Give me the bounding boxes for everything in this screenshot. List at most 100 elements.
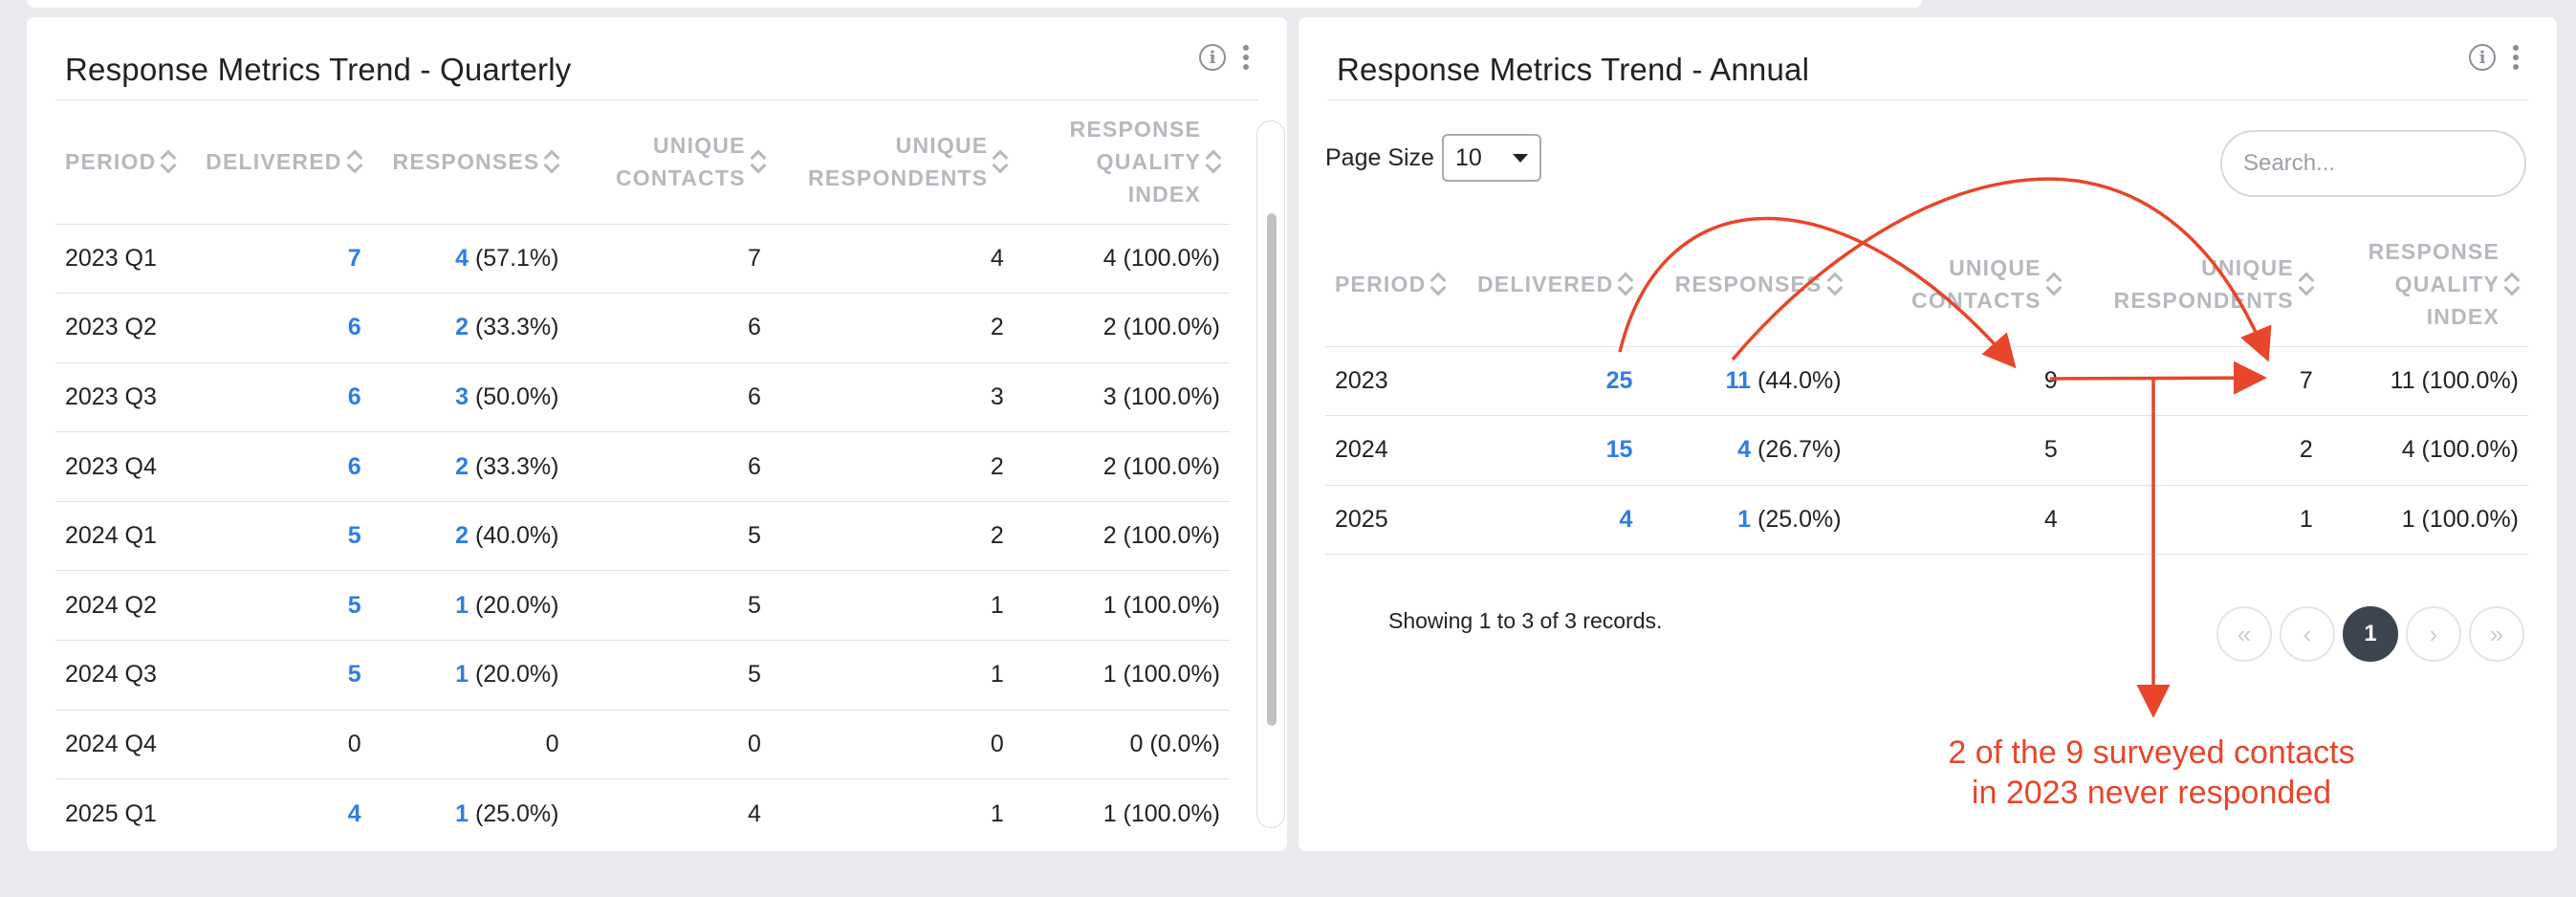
responses-link[interactable]: 1 xyxy=(455,799,469,827)
table-row: 2025 Q1 4 1 (25.0%) 4 1 1 (100.0%) xyxy=(55,778,1230,849)
responses-link[interactable]: 1 xyxy=(1737,505,1752,533)
delivered-cell: 25 xyxy=(1467,345,1643,416)
period-value: 2023 Q1 xyxy=(65,244,157,272)
last-page-button[interactable]: » xyxy=(2469,606,2524,662)
unique-respondents-cell: 4 xyxy=(770,223,1014,294)
responses-link[interactable]: 1 xyxy=(455,591,469,619)
next-page-button[interactable]: › xyxy=(2406,606,2461,662)
responses-link[interactable]: 2 xyxy=(455,314,469,341)
sort-icon[interactable] xyxy=(752,149,761,174)
kebab-menu-icon[interactable] xyxy=(1243,45,1249,70)
responses-link[interactable]: 4 xyxy=(455,244,469,272)
responses-percent: (20.0%) xyxy=(474,661,559,689)
sort-icon[interactable] xyxy=(162,149,175,174)
column-header-unique-respondents[interactable]: UNIQUE RESPONDENTS xyxy=(2067,222,2323,346)
unique-contacts-value: 5 xyxy=(747,522,761,550)
delivered-link[interactable]: 4 xyxy=(1619,505,1633,533)
responses-link[interactable]: 3 xyxy=(455,383,469,410)
delivered-link[interactable]: 5 xyxy=(347,522,361,550)
sort-icon[interactable] xyxy=(545,149,558,174)
sort-icon[interactable] xyxy=(2505,272,2519,296)
sort-icon[interactable] xyxy=(1207,149,1220,174)
page-size-select[interactable]: 10 xyxy=(1441,134,1541,182)
column-header-label: DELIVERED xyxy=(1476,271,1614,296)
delivered-link[interactable]: 15 xyxy=(1605,436,1633,464)
unique-contacts-value: 6 xyxy=(747,383,761,410)
column-header-content: RESPONSE QUALITY INDEX xyxy=(1058,113,1220,210)
column-header-label: PERIOD xyxy=(65,148,157,174)
column-header-unique-contacts[interactable]: UNIQUE CONTACTS xyxy=(568,99,770,224)
column-header-delivered[interactable]: DELIVERED xyxy=(196,99,370,224)
table-row: 2023 Q3 6 3 (50.0%) 6 3 3 (100.0%) xyxy=(55,361,1230,432)
quality-index-cell: 4 (100.0%) xyxy=(2322,415,2528,486)
sort-icon[interactable] xyxy=(1431,272,1445,296)
search-input[interactable] xyxy=(2220,130,2526,197)
responses-link[interactable]: 2 xyxy=(455,452,469,480)
delivered-link[interactable]: 25 xyxy=(1605,366,1633,394)
column-header-period[interactable]: PERIOD xyxy=(55,99,196,224)
caret-down-icon xyxy=(1512,153,1528,163)
unique-contacts-cell: 0 xyxy=(568,709,771,779)
unique-respondents-cell: 1 xyxy=(770,640,1014,711)
unique-contacts-value: 5 xyxy=(747,591,761,619)
delivered-link[interactable]: 7 xyxy=(347,244,361,272)
sort-icon[interactable] xyxy=(2047,272,2058,296)
delivered-link[interactable]: 5 xyxy=(347,591,361,619)
column-header-unique-contacts[interactable]: UNIQUE CONTACTS xyxy=(1851,222,2067,346)
sort-icon[interactable] xyxy=(1619,272,1632,296)
sort-icon[interactable] xyxy=(1828,272,1842,296)
quality-index-value: 11 (100.0%) xyxy=(2390,366,2519,394)
column-header-response-quality-index[interactable]: RESPONSE QUALITY INDEX xyxy=(2323,222,2528,346)
responses-link[interactable]: 4 xyxy=(1737,436,1752,464)
kebab-menu-icon[interactable] xyxy=(2513,45,2519,70)
unique-respondents-value: 0 xyxy=(990,730,1004,757)
period-cell: 2024 Q1 xyxy=(55,500,197,571)
column-header-responses[interactable]: RESPONSES xyxy=(371,99,569,224)
quality-index-value: 0 (0.0%) xyxy=(1129,730,1220,757)
info-icon[interactable]: i xyxy=(1199,44,1226,71)
responses-percent: (44.0%) xyxy=(1757,366,1842,394)
column-header-content: RESPONSES xyxy=(393,145,559,178)
period-cell: 2024 xyxy=(1325,415,1468,486)
unique-respondents-value: 2 xyxy=(990,522,1004,550)
quarterly-scrollbar[interactable] xyxy=(1256,120,1285,828)
period-cell: 2023 Q3 xyxy=(55,361,197,432)
table-header-row: PERIOD DELIVERED RESPONSES UNIQUE CONTACTS U… xyxy=(55,99,1230,224)
column-header-delivered[interactable]: DELIVERED xyxy=(1468,222,1642,346)
column-header-unique-respondents[interactable]: UNIQUE RESPONDENTS xyxy=(771,99,1014,224)
responses-cell: 2 (33.3%) xyxy=(370,431,569,502)
responses-percent: (25.0%) xyxy=(474,799,559,827)
column-header-period[interactable]: PERIOD xyxy=(1325,222,1468,346)
column-header-content: PERIOD xyxy=(1335,268,1445,300)
responses-link[interactable]: 11 xyxy=(1725,366,1752,394)
column-header-content: DELIVERED xyxy=(206,145,360,178)
table-row: 2023 Q4 6 2 (33.3%) 6 2 2 (100.0%) xyxy=(55,431,1230,502)
unique-respondents-value: 1 xyxy=(990,661,1004,689)
column-header-label: UNIQUE RESPONDENTS xyxy=(2113,254,2294,313)
unique-respondents-cell: 2 xyxy=(2066,415,2323,486)
sort-icon[interactable] xyxy=(993,149,1003,174)
first-page-button[interactable]: « xyxy=(2216,606,2272,662)
annotation-note: 2 of the 9 surveyed contacts in 2023 nev… xyxy=(1874,733,2429,813)
prev-page-button[interactable]: ‹ xyxy=(2280,606,2335,662)
delivered-link[interactable]: 4 xyxy=(347,799,361,827)
annual-table: PERIOD DELIVERED RESPONSES UNIQUE CONTACTS U… xyxy=(1325,222,2528,556)
delivered-cell: 5 xyxy=(196,640,371,711)
unique-respondents-value: 2 xyxy=(990,314,1004,341)
sort-icon[interactable] xyxy=(348,149,361,174)
responses-link[interactable]: 2 xyxy=(455,522,469,550)
page-1-button[interactable]: 1 xyxy=(2343,606,2398,662)
delivered-link[interactable]: 6 xyxy=(347,314,361,341)
delivered-link[interactable]: 6 xyxy=(347,383,361,410)
quality-index-cell: 3 (100.0%) xyxy=(1013,361,1230,432)
delivered-link[interactable]: 6 xyxy=(347,452,361,480)
scrollbar-thumb[interactable] xyxy=(1267,213,1277,726)
info-icon[interactable]: i xyxy=(2469,44,2496,71)
quality-index-value: 2 (100.0%) xyxy=(1102,522,1220,550)
unique-respondents-cell: 2 xyxy=(770,431,1014,502)
column-header-response-quality-index[interactable]: RESPONSE QUALITY INDEX xyxy=(1014,99,1230,224)
column-header-responses[interactable]: RESPONSES xyxy=(1642,222,1850,346)
responses-link[interactable]: 1 xyxy=(455,661,469,689)
sort-icon[interactable] xyxy=(2300,272,2313,296)
delivered-link[interactable]: 5 xyxy=(347,661,361,689)
